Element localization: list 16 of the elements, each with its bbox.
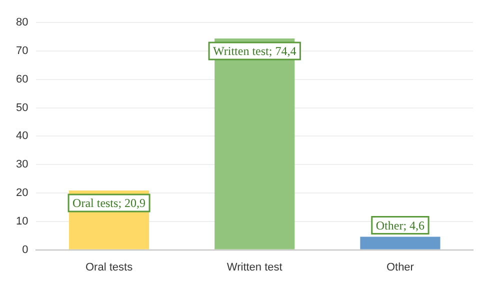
y-tick-label: 0 — [22, 244, 28, 256]
x-tick-label: Other — [386, 261, 414, 274]
data-label: Written test; 74,4 — [213, 44, 296, 58]
y-tick-label: 50 — [16, 102, 28, 114]
x-tick-label: Oral tests — [85, 261, 134, 274]
data-label: Other; 4,6 — [376, 218, 425, 232]
y-tick-label: 70 — [16, 45, 28, 58]
x-tick-label: Written test — [226, 261, 282, 274]
data-label: Oral tests; 20,9 — [72, 196, 146, 210]
y-tick-label: 40 — [16, 130, 28, 142]
y-tick-label: 20 — [16, 187, 28, 200]
bar — [360, 236, 440, 250]
y-tick-label: 60 — [16, 73, 28, 86]
y-tick-label: 30 — [16, 158, 28, 171]
y-tick-label: 10 — [16, 215, 28, 228]
y-tick-label: 80 — [16, 16, 28, 29]
